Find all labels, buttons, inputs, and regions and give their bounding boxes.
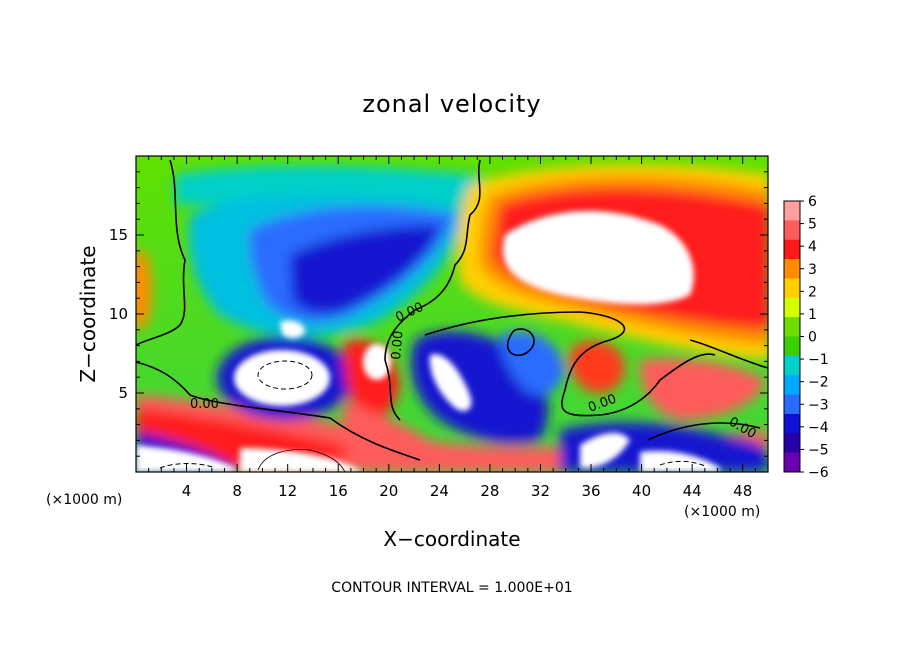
colorbar-swatch xyxy=(784,433,800,454)
x-axis: 4 8 12 16 20 24 28 32 36 40 44 48 xyxy=(148,156,756,500)
contour-zero-right xyxy=(689,339,768,369)
colorbar-tick-label: 5 xyxy=(808,217,817,233)
colorbar-tick-label: −4 xyxy=(808,420,829,436)
x-tick-label: 40 xyxy=(632,482,651,500)
colorbar-swatch xyxy=(784,336,800,357)
colorbar-swatch xyxy=(784,239,800,260)
colorbar-tick-label: −6 xyxy=(808,465,829,481)
colorbar-swatch xyxy=(784,220,800,241)
y-axis-label: Z−coordinate xyxy=(76,245,100,382)
colorbar-tick-label: 3 xyxy=(808,262,817,278)
y-tick-label: 15 xyxy=(109,226,128,244)
contour-dashed xyxy=(159,360,706,469)
x-tick-label: 36 xyxy=(581,482,600,500)
y-axis: 5 10 15 xyxy=(109,171,768,457)
colorbar-tick-label: 4 xyxy=(808,239,817,255)
colorbar-tick-label: −3 xyxy=(808,397,829,413)
contour-zero-left xyxy=(136,159,186,346)
x-tick-label: 20 xyxy=(379,482,398,500)
colorbar-swatch xyxy=(784,278,800,299)
x-axis-unit: (×1000 m) xyxy=(684,504,760,520)
colorbar-tick-label: −2 xyxy=(808,375,829,391)
colorbar-swatch xyxy=(784,355,800,376)
colorbar-tick-label: 0 xyxy=(808,330,817,346)
colorbar-tick-label: 1 xyxy=(808,307,817,323)
colorbar-tick-label: 6 xyxy=(808,194,817,210)
x-tick-label: 48 xyxy=(733,482,752,500)
x-tick-label: 12 xyxy=(278,482,297,500)
colorbar-swatch xyxy=(784,317,800,337)
colorbar-swatch xyxy=(784,375,800,396)
y-tick-label: 5 xyxy=(118,384,128,402)
colorbar-swatch xyxy=(784,259,800,279)
y-tick-label: 10 xyxy=(109,305,128,323)
chart-title: zonal velocity xyxy=(362,90,541,118)
white-region-right xyxy=(502,211,694,305)
colorbar-tick-label: 2 xyxy=(808,284,817,300)
colorbar-swatch xyxy=(784,394,800,415)
contour-small-loop xyxy=(506,328,535,357)
contour-zero-upper xyxy=(384,159,481,421)
contour-label-1: 0.00 xyxy=(190,397,219,412)
contour-thin xyxy=(257,449,346,472)
contour-label-3: 0.00 xyxy=(389,330,406,360)
x-tick-label: 44 xyxy=(683,482,702,500)
contour-zero-lower-left xyxy=(136,361,421,461)
contour-zero-bottom-right xyxy=(647,422,761,441)
colorbar-tick-label: −5 xyxy=(808,442,829,458)
white-region-left xyxy=(234,350,330,406)
x-tick-label: 32 xyxy=(531,482,550,500)
colorbar-swatch xyxy=(784,413,800,434)
x-tick-label: 24 xyxy=(430,482,449,500)
contour-lines xyxy=(136,159,768,461)
x-axis-label: X−coordinate xyxy=(383,527,520,551)
colorbar: 6 5 4 3 2 1 0 −1 −2 −3 −4 −5 −6 xyxy=(783,194,829,481)
colorbar-swatch xyxy=(784,201,800,221)
colorbar-swatch xyxy=(784,297,800,318)
y-axis-unit: (×1000 m) xyxy=(46,492,122,508)
x-tick-label: 4 xyxy=(182,482,192,500)
colorbar-swatch xyxy=(784,452,800,473)
heatmap-field: 0.00 0.00 0.00 0.00 0.00 xyxy=(136,156,768,472)
contour-interval-note: CONTOUR INTERVAL = 1.000E+01 xyxy=(331,580,572,596)
colorbar-tick-label: −1 xyxy=(808,352,829,368)
x-tick-label: 28 xyxy=(480,482,499,500)
x-tick-label: 16 xyxy=(329,482,348,500)
contour-zero-middle xyxy=(424,311,716,417)
x-tick-label: 8 xyxy=(232,482,242,500)
